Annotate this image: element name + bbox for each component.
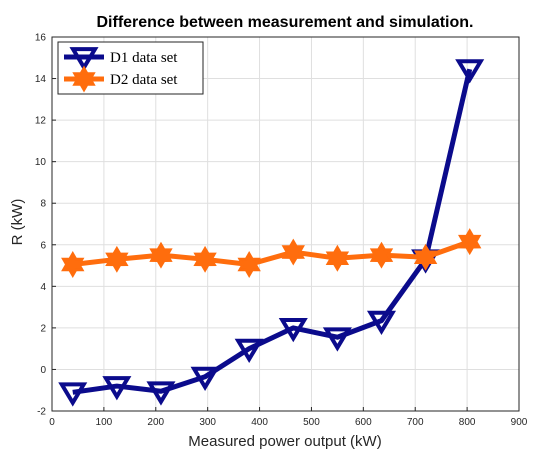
series-2: [61, 228, 482, 279]
data-point: [234, 338, 264, 364]
plot-frame: [51, 36, 520, 412]
y-tick-label: 4: [40, 282, 46, 293]
data-point: [193, 245, 217, 273]
legend-marker: [69, 47, 99, 72]
x-axis-ticks: 0 100 200 300 400 500 600 700 800 900: [49, 407, 528, 428]
x-tick-label: 400: [251, 417, 268, 428]
data-point: [149, 241, 173, 269]
y-tick-label: 2: [40, 323, 46, 334]
legend-marker: [72, 65, 96, 93]
y-tick-label: 8: [40, 199, 46, 210]
x-tick-label: 500: [303, 417, 320, 428]
legend-item: D2 data set: [64, 65, 178, 93]
y-axis-label: R (kW): [9, 199, 26, 246]
series-line: [72, 68, 473, 395]
legend: D1 data set D2 data set: [57, 41, 204, 95]
data-point: [366, 310, 397, 335]
data-point: [281, 238, 305, 266]
data-point: [61, 251, 85, 279]
data-point: [413, 243, 438, 271]
x-axis-label: Measured power output (kW): [188, 433, 381, 450]
legend-label: D2 data set: [110, 72, 178, 88]
x-tick-label: 800: [459, 417, 476, 428]
series-layer: [58, 59, 485, 407]
data-point: [105, 245, 129, 273]
data-point: [278, 317, 308, 343]
data-point: [58, 382, 88, 407]
legend-label: D1 data set: [110, 50, 178, 66]
x-tick-label: 0: [49, 417, 55, 428]
data-point: [190, 366, 220, 392]
y-tick-label: 16: [35, 33, 47, 44]
y-tick-label: 0: [40, 365, 46, 376]
y-tick-label: 14: [35, 74, 47, 85]
legend-item: D1 data set: [64, 47, 178, 72]
data-point: [458, 228, 482, 256]
chart-title: Difference between measurement and simul…: [97, 14, 474, 31]
data-point: [369, 241, 394, 269]
x-tick-label: 300: [199, 417, 216, 428]
y-tick-label: 10: [35, 157, 47, 168]
y-tick-label: 6: [40, 240, 46, 251]
x-tick-label: 200: [147, 417, 164, 428]
series-1: [58, 59, 485, 407]
data-point: [102, 376, 132, 401]
x-tick-label: 900: [511, 417, 528, 428]
x-tick-label: 700: [407, 417, 424, 428]
x-tick-label: 600: [355, 417, 372, 428]
x-tick-label: 100: [96, 417, 113, 428]
data-point: [146, 381, 176, 406]
data-point: [237, 251, 261, 279]
series-line: [72, 239, 471, 268]
y-axis-ticks: -2 0 2 4 6 8 10 12 14 16: [35, 33, 56, 418]
y-tick-label: 12: [35, 116, 47, 127]
data-point: [325, 244, 350, 272]
data-point: [322, 327, 352, 352]
data-point: [455, 59, 485, 84]
y-tick-label: -2: [37, 407, 46, 418]
